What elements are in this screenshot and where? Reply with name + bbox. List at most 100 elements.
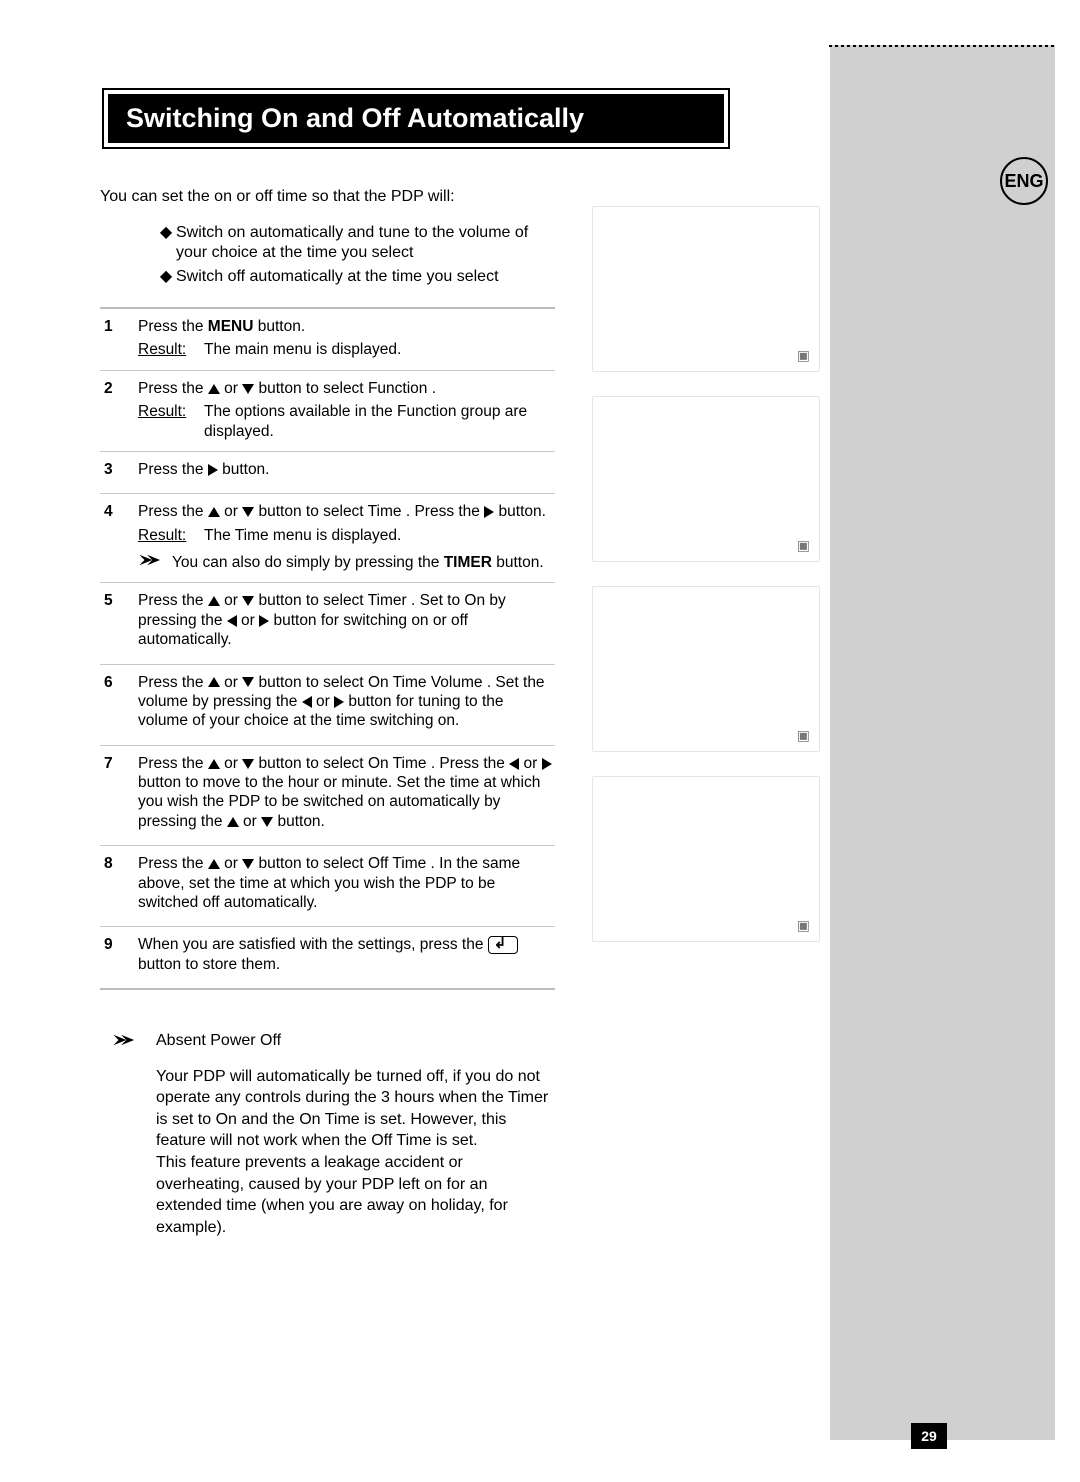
step-number: 2 xyxy=(100,379,138,441)
t: . xyxy=(427,380,436,397)
step-body: Press the or button to select Off Time .… xyxy=(138,854,555,916)
down-icon xyxy=(242,859,254,869)
t: or xyxy=(220,855,242,872)
footnote-title: Absent Power Off xyxy=(156,1030,555,1052)
t: button to select xyxy=(254,503,367,520)
result-text: The Time menu is displayed. xyxy=(204,526,401,545)
footnote-body: Absent Power Off Your PDP will automatic… xyxy=(156,1030,555,1238)
result-text: The main menu is displayed. xyxy=(204,340,401,359)
left-icon xyxy=(509,758,519,770)
t: button to select xyxy=(254,380,368,397)
step-body: Press the MENU button. Result: The main … xyxy=(138,317,555,360)
t: or xyxy=(220,674,242,691)
step-row: 2 Press the or button to select Function… xyxy=(100,371,555,452)
footnote-text: Your PDP will automatically be turned of… xyxy=(156,1066,555,1152)
note-icon xyxy=(100,1030,156,1238)
step-row: 7 Press the or button to select On Time … xyxy=(100,746,555,847)
t: or xyxy=(312,693,334,710)
t: Press the xyxy=(138,592,208,609)
step-row: 6 Press the or button to select On Time … xyxy=(100,665,555,746)
t: Time xyxy=(368,503,402,520)
down-icon xyxy=(242,596,254,606)
t: button to select xyxy=(254,592,367,609)
t: or xyxy=(220,755,242,772)
t: menu is displayed. xyxy=(269,527,402,544)
step-number: 3 xyxy=(100,460,138,483)
up-icon xyxy=(208,677,220,687)
right-icon xyxy=(484,506,494,518)
t: Off Time xyxy=(368,855,426,872)
t: button to select xyxy=(254,855,368,872)
t: MENU xyxy=(208,318,254,335)
right-icon xyxy=(259,615,269,627)
t: Time xyxy=(235,527,269,544)
content-column: You can set the on or off time so that t… xyxy=(100,187,555,1238)
step-number: 9 xyxy=(100,935,138,978)
down-icon xyxy=(242,384,254,394)
intro-text: You can set the on or off time so that t… xyxy=(100,187,555,207)
osd-screenshot xyxy=(592,206,820,372)
down-icon xyxy=(242,507,254,517)
up-icon xyxy=(208,507,220,517)
t: Timer xyxy=(368,592,407,609)
up-icon xyxy=(208,384,220,394)
step-row: 4 Press the or button to select Time . P… xyxy=(100,494,555,583)
t: Press the xyxy=(138,318,208,335)
osd-screenshot xyxy=(592,586,820,752)
t: button. xyxy=(492,554,544,571)
step-number: 1 xyxy=(100,317,138,360)
up-icon xyxy=(208,596,220,606)
result-label: Result: xyxy=(138,526,204,545)
up-icon xyxy=(227,817,239,827)
result-row: Result: The options available in the Fun… xyxy=(138,402,555,441)
t: button to select xyxy=(254,674,368,691)
t: On Time xyxy=(368,755,427,772)
step-number: 4 xyxy=(100,502,138,572)
note-icon xyxy=(138,553,172,572)
step-number: 8 xyxy=(100,854,138,916)
note-row: You can also do simply by pressing the T… xyxy=(138,553,555,572)
bullet-item: ◆ Switch off automatically at the time y… xyxy=(156,267,555,287)
t: button. xyxy=(494,503,546,520)
step-body: Press the or button to select Timer . Se… xyxy=(138,591,555,653)
result-label: Result: xyxy=(138,340,204,359)
t: You can also do simply by pressing the xyxy=(172,554,444,571)
t: On xyxy=(216,1111,237,1128)
t: button to store them. xyxy=(138,956,280,973)
t: Press the xyxy=(138,855,208,872)
t: . Set to xyxy=(407,592,465,609)
t: When you are satisfied with the settings… xyxy=(138,936,488,953)
t: Press the xyxy=(138,461,208,478)
result-row: Result: The Time menu is displayed. xyxy=(138,526,555,545)
down-icon xyxy=(261,817,273,827)
right-icon xyxy=(542,758,552,770)
step-row: 3 Press the button. xyxy=(100,452,555,494)
t: is set. xyxy=(431,1132,477,1149)
t: Press the xyxy=(138,755,208,772)
t: or xyxy=(220,503,242,520)
page: ENG Switching On and Off Automatically Y… xyxy=(0,0,1080,1482)
t: Press the xyxy=(138,674,208,691)
bullet-text: Switch on automatically and tune to the … xyxy=(176,223,555,263)
result-row: Result: The main menu is displayed. xyxy=(138,340,555,359)
right-icon xyxy=(208,464,218,476)
step-body: Press the or button to select On Time Vo… xyxy=(138,673,555,735)
t: Function xyxy=(397,403,456,420)
enter-icon xyxy=(488,936,518,954)
step-body: Press the or button to select Function .… xyxy=(138,379,555,441)
left-icon xyxy=(302,696,312,708)
t: The xyxy=(204,527,235,544)
footnote-text: This feature prevents a leakage accident… xyxy=(156,1152,555,1238)
t: button to select xyxy=(254,755,368,772)
title-frame: Switching On and Off Automatically xyxy=(102,88,730,149)
step-body: When you are satisfied with the settings… xyxy=(138,935,555,978)
page-title: Switching On and Off Automatically xyxy=(108,94,724,143)
t: or xyxy=(239,813,261,830)
step-body: Press the button. xyxy=(138,460,555,483)
t: or xyxy=(237,612,259,629)
language-badge: ENG xyxy=(1000,157,1048,205)
t: . Press the xyxy=(427,755,510,772)
t: . Press the xyxy=(402,503,485,520)
t: button. xyxy=(273,813,325,830)
footnote: Absent Power Off Your PDP will automatic… xyxy=(100,1030,555,1238)
